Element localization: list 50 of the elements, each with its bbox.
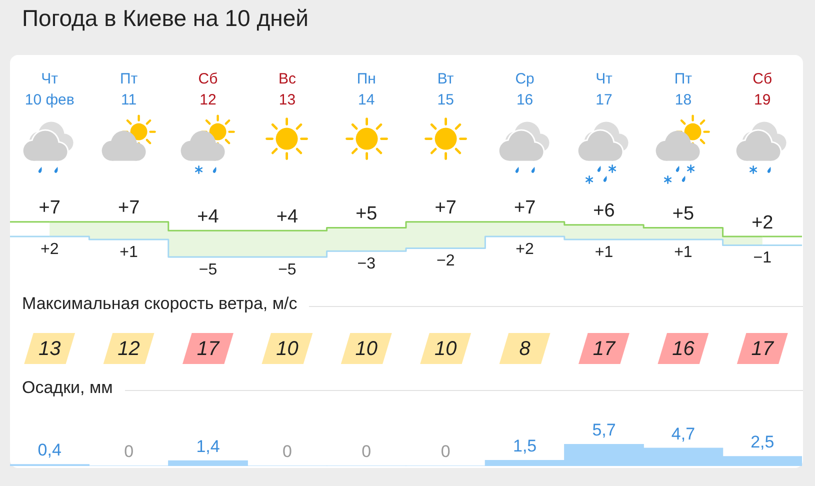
data-label: 16 (672, 338, 696, 360)
x-tick-label: Пн 14 (356, 70, 376, 109)
data-label: +7 (38, 198, 60, 219)
data-label: 8 (519, 338, 530, 360)
x-tick-label: Вс 13 (278, 70, 296, 109)
data-label: 17 (751, 338, 774, 360)
data-label: 17 (592, 338, 616, 360)
chart-title: Осадки, мм (22, 378, 113, 398)
chart-title: Погода в Киеве на 10 дней (22, 4, 309, 33)
data-label: 12 (118, 338, 140, 360)
x-tick-label: Сб 19 (752, 70, 772, 109)
data-label: 10 (434, 338, 457, 360)
data-label: +7 (118, 198, 140, 219)
data-label: +1 (594, 244, 614, 261)
data-label: −5 (198, 261, 218, 278)
x-tick-label: Пт 11 (120, 70, 138, 109)
data-label: 17 (196, 338, 220, 360)
data-label: −3 (357, 256, 376, 273)
data-label: 2,5 (750, 432, 774, 452)
data-label: +5 (356, 203, 378, 224)
text: Максимальная скорость ветра, м/с (22, 294, 298, 314)
data-label: 0 (362, 442, 372, 462)
data-label: 10 (276, 338, 298, 360)
data-label: 5,7 (592, 420, 616, 440)
data-label: 10 (355, 338, 378, 360)
x-tick-label: Чт 17 (596, 70, 613, 109)
x-tick-label: Вт 15 (437, 70, 454, 109)
data-label: −1 (753, 250, 772, 267)
data-label: +6 (593, 200, 615, 222)
x-tick-label: Ср 16 (515, 70, 534, 109)
x-tick-label: Сб 12 (198, 70, 218, 109)
data-label: +1 (120, 244, 138, 261)
data-label: 1,5 (512, 436, 537, 456)
data-label: 0 (124, 442, 134, 462)
x-tick-label: Чт 10 фев (24, 70, 74, 109)
data-label: −5 (278, 261, 296, 278)
x-tick-label: Пт 18 (674, 70, 692, 109)
data-label: 4,7 (671, 424, 696, 444)
data-label: 0 (282, 442, 292, 462)
data-label: −2 (436, 252, 455, 270)
data-label: +7 (434, 198, 456, 219)
data-label: 1,4 (196, 436, 220, 456)
data-label: +1 (674, 244, 692, 261)
data-label: 0 (440, 442, 450, 462)
data-label: 0,4 (38, 440, 62, 460)
data-label: +5 (672, 203, 694, 224)
data-label: +2 (40, 240, 59, 258)
data-label: +7 (514, 198, 536, 219)
data-label: 13 (38, 338, 61, 360)
data-label: +2 (516, 240, 534, 258)
